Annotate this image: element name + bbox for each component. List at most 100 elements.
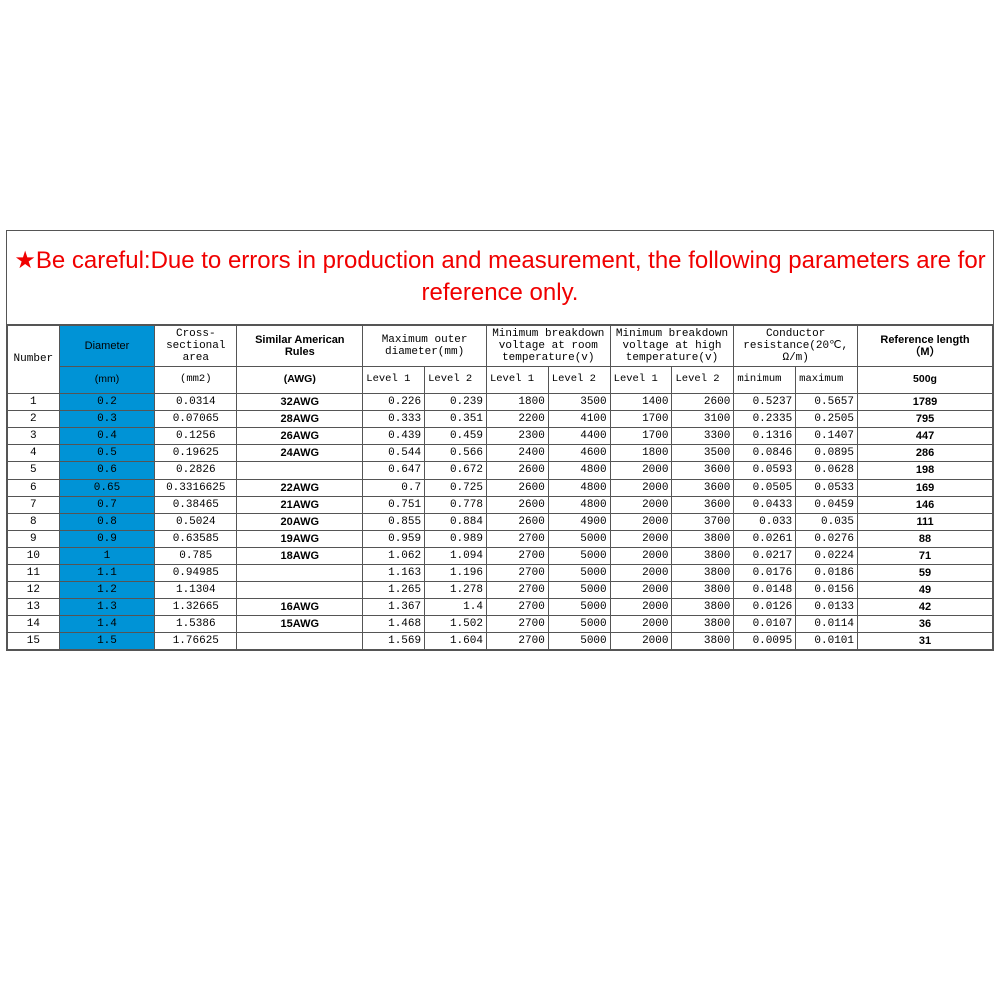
cell-od1: 1.367 (363, 599, 425, 616)
table-row: 141.41.538615AWG1.4681.50227005000200038… (8, 616, 993, 633)
cell-diameter: 0.8 (59, 513, 155, 530)
cell-bh2: 3600 (672, 462, 734, 479)
cell-awg (237, 582, 363, 599)
cell-number: 4 (8, 445, 60, 462)
cell-bh1: 1700 (610, 411, 672, 428)
cell-awg (237, 565, 363, 582)
table-row: 131.31.3266516AWG1.3671.4270050002000380… (8, 599, 993, 616)
cell-area: 0.5024 (155, 513, 237, 530)
cell-br1: 2700 (486, 565, 548, 582)
cell-rmax: 0.0133 (796, 599, 858, 616)
th-bh-l1: Level 1 (610, 367, 672, 394)
cell-br1: 2700 (486, 547, 548, 564)
cell-bh1: 2000 (610, 462, 672, 479)
cell-number: 7 (8, 496, 60, 513)
cell-diameter: 1.3 (59, 599, 155, 616)
table-row: 111.10.949851.1631.19627005000200038000.… (8, 565, 993, 582)
cell-od1: 1.569 (363, 633, 425, 650)
cell-awg: 20AWG (237, 513, 363, 530)
cell-br1: 1800 (486, 394, 548, 411)
cell-od2: 0.566 (425, 445, 487, 462)
cell-od1: 0.333 (363, 411, 425, 428)
th-reflen: Reference length （M） (858, 325, 993, 366)
cell-ref: 198 (858, 462, 993, 479)
cell-bh2: 3800 (672, 582, 734, 599)
reflen-l1: Reference length (880, 334, 969, 346)
cell-od2: 0.989 (425, 530, 487, 547)
cell-awg: 28AWG (237, 411, 363, 428)
cell-od1: 1.062 (363, 547, 425, 564)
cell-rmax: 0.0156 (796, 582, 858, 599)
cell-diameter: 0.9 (59, 530, 155, 547)
cell-od2: 0.725 (425, 479, 487, 496)
cell-rmin: 0.0261 (734, 530, 796, 547)
cell-diameter: 0.6 (59, 462, 155, 479)
cell-area: 0.38465 (155, 496, 237, 513)
table-row: 50.60.28260.6470.67226004800200036000.05… (8, 462, 993, 479)
table-row: 80.80.502420AWG0.8550.884260049002000370… (8, 513, 993, 530)
cell-area: 0.63585 (155, 530, 237, 547)
cell-ref: 88 (858, 530, 993, 547)
cell-number: 10 (8, 547, 60, 564)
cell-number: 15 (8, 633, 60, 650)
cell-area: 0.1256 (155, 428, 237, 445)
cell-bh1: 1800 (610, 445, 672, 462)
cell-bh1: 2000 (610, 547, 672, 564)
cell-number: 6 (8, 479, 60, 496)
cell-od2: 1.094 (425, 547, 487, 564)
cell-bh2: 3600 (672, 496, 734, 513)
cell-area: 0.0314 (155, 394, 237, 411)
cell-br1: 2400 (486, 445, 548, 462)
cell-bh1: 2000 (610, 479, 672, 496)
cell-br2: 5000 (548, 616, 610, 633)
cell-rmax: 0.0459 (796, 496, 858, 513)
th-diameter: Diameter (59, 325, 155, 366)
cell-bh1: 2000 (610, 565, 672, 582)
cell-number: 2 (8, 411, 60, 428)
cell-rmin: 0.0148 (734, 582, 796, 599)
reflen-l2: （M） (909, 346, 940, 358)
cell-br2: 5000 (548, 582, 610, 599)
cell-rmax: 0.0101 (796, 633, 858, 650)
cell-bh1: 2000 (610, 513, 672, 530)
th-br-l2: Level 2 (548, 367, 610, 394)
table-row: 90.90.6358519AWG0.9590.98927005000200038… (8, 530, 993, 547)
cell-br2: 5000 (548, 530, 610, 547)
cell-awg: 22AWG (237, 479, 363, 496)
cell-ref: 42 (858, 599, 993, 616)
cell-od1: 1.468 (363, 616, 425, 633)
cell-br2: 4400 (548, 428, 610, 445)
spec-table: Number Diameter Cross-sectional area Sim… (7, 325, 993, 651)
cell-br2: 4800 (548, 462, 610, 479)
cell-bh1: 2000 (610, 616, 672, 633)
cell-awg: 15AWG (237, 616, 363, 633)
cell-rmin: 0.0433 (734, 496, 796, 513)
table-row: 60.650.331662522AWG0.70.7252600480020003… (8, 479, 993, 496)
cell-ref: 146 (858, 496, 993, 513)
cell-rmin: 0.0593 (734, 462, 796, 479)
cell-ref: 36 (858, 616, 993, 633)
cell-area: 0.07065 (155, 411, 237, 428)
cell-number: 8 (8, 513, 60, 530)
th-od-l2: Level 2 (425, 367, 487, 394)
cell-bh2: 3500 (672, 445, 734, 462)
cell-od1: 0.226 (363, 394, 425, 411)
cell-bh2: 3800 (672, 616, 734, 633)
cell-diameter: 1.5 (59, 633, 155, 650)
cell-ref: 169 (858, 479, 993, 496)
outer-border: ★Be careful:Due to errors in production … (6, 230, 994, 651)
cell-bh2: 2600 (672, 394, 734, 411)
header-row-1: Number Diameter Cross-sectional area Sim… (8, 325, 993, 366)
cell-area: 1.32665 (155, 599, 237, 616)
th-br-l1: Level 1 (486, 367, 548, 394)
cell-rmax: 0.2505 (796, 411, 858, 428)
cell-rmax: 0.0186 (796, 565, 858, 582)
th-dia-unit: (mm) (59, 367, 155, 394)
cell-rmax: 0.0628 (796, 462, 858, 479)
cell-area: 0.94985 (155, 565, 237, 582)
cell-area: 0.3316625 (155, 479, 237, 496)
cell-bh1: 2000 (610, 496, 672, 513)
cell-br2: 4100 (548, 411, 610, 428)
cell-od1: 0.751 (363, 496, 425, 513)
cell-diameter: 1 (59, 547, 155, 564)
